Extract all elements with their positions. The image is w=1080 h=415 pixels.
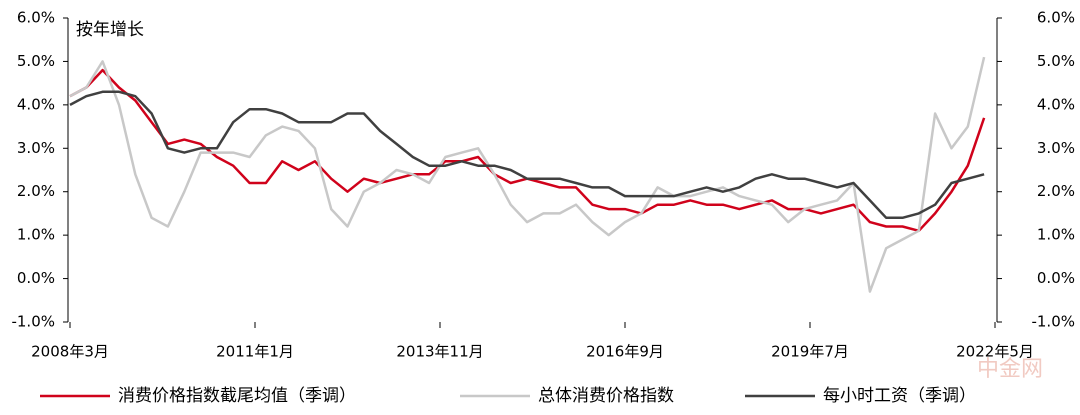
y-tick-label: 1.0%	[17, 226, 55, 244]
y2-tick-label: 1.0%	[1037, 226, 1075, 244]
legend-label: 消费价格指数截尾均值（季调）	[118, 386, 356, 406]
x-tick-label: 2008年3月	[31, 343, 109, 361]
legend-label: 总体消费价格指数	[538, 386, 674, 406]
y-tick-label: 2.0%	[17, 182, 55, 200]
y2-tick-label: 4.0%	[1037, 95, 1075, 113]
y-tick-label: 5.0%	[17, 52, 55, 70]
legend-label: 每小时工资（季调）	[823, 386, 976, 406]
series-line	[69, 90, 985, 220]
x-tick-label: 2019年7月	[771, 343, 849, 361]
series-line	[69, 68, 986, 233]
x-tick-label: 2016年9月	[586, 343, 664, 361]
y-tick-label: 3.0%	[17, 139, 55, 157]
y-tick-label: 0.0%	[17, 269, 55, 287]
y-axis-label: 按年增长	[76, 20, 144, 40]
y2-tick-label: 3.0%	[1037, 139, 1075, 157]
x-tick-label: 2022年5月	[956, 343, 1034, 361]
watermark: 中金网	[977, 357, 1043, 382]
x-tick-label: 2011年1月	[216, 343, 294, 361]
y2-tick-label: -1.0%	[1031, 313, 1075, 331]
y2-tick-label: 6.0%	[1037, 9, 1075, 27]
series-line	[69, 56, 986, 293]
y2-tick-label: 0.0%	[1037, 269, 1075, 287]
y2-tick-label: 5.0%	[1037, 52, 1075, 70]
y-tick-label: 6.0%	[17, 9, 55, 27]
y-tick-label: -1.0%	[11, 313, 55, 331]
y-tick-label: 4.0%	[17, 95, 55, 113]
y2-tick-label: 2.0%	[1037, 182, 1075, 200]
x-tick-label: 2013年11月	[396, 343, 483, 361]
